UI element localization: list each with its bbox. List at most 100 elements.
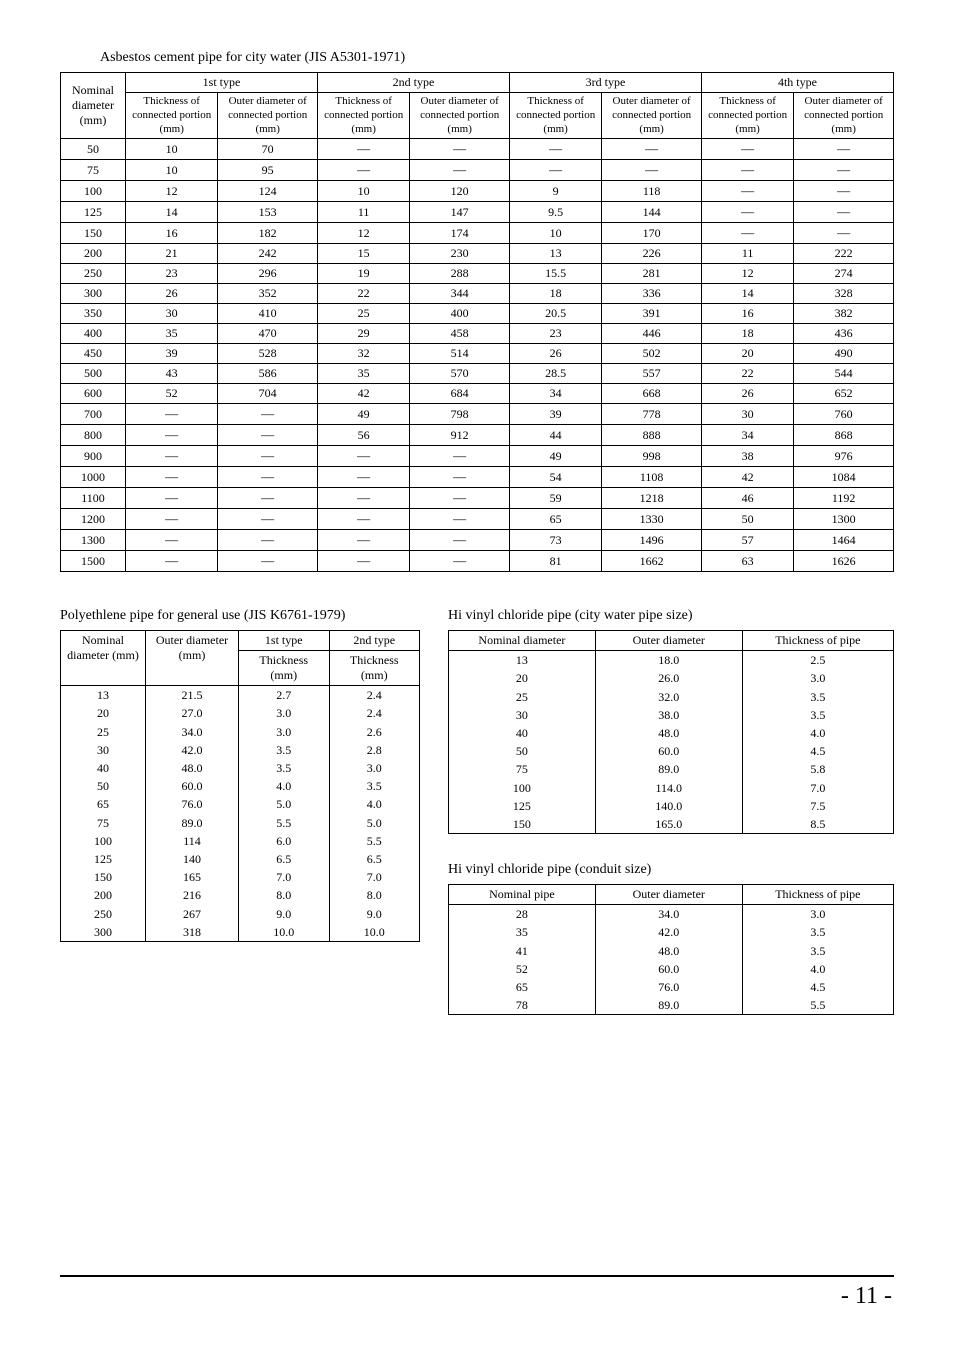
- cell: 48.0: [595, 724, 742, 742]
- cell: 56: [317, 425, 409, 446]
- cell: 4.0: [329, 795, 420, 813]
- table-row: 1251406.56.5: [61, 850, 420, 868]
- table-row: 6576.05.04.0: [61, 795, 420, 813]
- table-row: 4148.03.5: [449, 942, 894, 960]
- cell: 12: [317, 223, 409, 244]
- cell: 15: [317, 244, 409, 264]
- cell: 16: [126, 223, 218, 244]
- table-row: 2026.03.0: [449, 669, 894, 687]
- cell: 174: [410, 223, 510, 244]
- cell: —: [509, 160, 601, 181]
- cell-nominal: 1500: [61, 551, 126, 572]
- cell-nominal: 150: [61, 223, 126, 244]
- cell: 328: [794, 284, 894, 304]
- cell: —: [126, 467, 218, 488]
- cell: 216: [146, 886, 239, 904]
- th-outer: Outer diameter of connected portion (mm): [794, 93, 894, 139]
- th-nominal-label: Nominal diameter (mm): [72, 83, 114, 127]
- table-row: 12514153111479.5144——: [61, 202, 894, 223]
- cell: 140: [146, 850, 239, 868]
- cell: 230: [410, 244, 510, 264]
- cell: 48.0: [595, 942, 742, 960]
- cell: —: [701, 202, 793, 223]
- cell: 28.5: [509, 364, 601, 384]
- cell: 114: [146, 832, 239, 850]
- cell: 40: [61, 759, 146, 777]
- cell: 76.0: [146, 795, 239, 813]
- table-row: 700——497983977830760: [61, 404, 894, 425]
- cell: 2.5: [742, 651, 893, 670]
- cell: —: [218, 446, 318, 467]
- t2-h-type2: 2nd type: [329, 631, 420, 651]
- cell: 3.0: [239, 723, 330, 741]
- cell: 3.5: [239, 741, 330, 759]
- cell: 120: [410, 181, 510, 202]
- table-row: 501070——————: [61, 139, 894, 160]
- table2-title: Polyethlene pipe for general use (JIS K6…: [60, 608, 420, 624]
- cell: 1084: [794, 467, 894, 488]
- th-type2: 2nd type: [317, 73, 509, 93]
- table-row: 1000————541108421084: [61, 467, 894, 488]
- cell-nominal: 1100: [61, 488, 126, 509]
- cell: 6.5: [239, 850, 330, 868]
- cell: 44: [509, 425, 601, 446]
- cell: 5.5: [742, 996, 893, 1015]
- cell-nominal: 350: [61, 304, 126, 324]
- cell: 170: [602, 223, 702, 244]
- cell-nominal: 50: [61, 139, 126, 160]
- cell: 75: [61, 814, 146, 832]
- cell: 165.0: [595, 815, 742, 834]
- cell: 490: [794, 344, 894, 364]
- table-row: 30026352223441833614328: [61, 284, 894, 304]
- cell: —: [410, 467, 510, 488]
- cell: 13: [509, 244, 601, 264]
- th-thickness: Thickness of connected portion (mm): [126, 93, 218, 139]
- cell: 38.0: [595, 706, 742, 724]
- cell: 250: [61, 905, 146, 923]
- cell: —: [794, 202, 894, 223]
- t4-h3: Thickness of pipe: [742, 885, 893, 905]
- cell: 8.5: [742, 815, 893, 834]
- cell-nominal: 700: [61, 404, 126, 425]
- cell: 4.5: [742, 978, 893, 996]
- cell: 39: [509, 404, 601, 425]
- cell: 32.0: [595, 688, 742, 706]
- cell: —: [794, 160, 894, 181]
- table-row: 500435863557028.555722544: [61, 364, 894, 384]
- cell: 222: [794, 244, 894, 264]
- cell: 267: [146, 905, 239, 923]
- cell-nominal: 1300: [61, 530, 126, 551]
- cell: 352: [218, 284, 318, 304]
- page-number: - 11 -: [60, 1277, 894, 1310]
- label: Outer diameter (mm): [156, 633, 228, 662]
- cell: 470: [218, 324, 318, 344]
- cell: 34: [701, 425, 793, 446]
- cell: 798: [410, 404, 510, 425]
- cell: 3.5: [329, 777, 420, 795]
- cell: 336: [602, 284, 702, 304]
- cell: 344: [410, 284, 510, 304]
- cell: 20.5: [509, 304, 601, 324]
- cell: 19: [317, 264, 409, 284]
- cell: —: [218, 509, 318, 530]
- cell: 436: [794, 324, 894, 344]
- cell: 14: [701, 284, 793, 304]
- cell: 16: [701, 304, 793, 324]
- cell: 3.0: [329, 759, 420, 777]
- cell: —: [317, 139, 409, 160]
- cell: 1108: [602, 467, 702, 488]
- cell: 12: [126, 181, 218, 202]
- table-row: 60052704426843466826652: [61, 384, 894, 404]
- cell: 140.0: [595, 797, 742, 815]
- cell-nominal: 250: [61, 264, 126, 284]
- th-outer: Outer diameter of connected portion (mm): [218, 93, 318, 139]
- cell: 3.0: [742, 905, 893, 924]
- cell: 75: [449, 760, 596, 778]
- cell-nominal: 450: [61, 344, 126, 364]
- cell: 29: [317, 324, 409, 344]
- cell: 10: [509, 223, 601, 244]
- table-row: 125140.07.5: [449, 797, 894, 815]
- cell-nominal: 500: [61, 364, 126, 384]
- table-row: 4048.03.53.0: [61, 759, 420, 777]
- table-row: 800——569124488834868: [61, 425, 894, 446]
